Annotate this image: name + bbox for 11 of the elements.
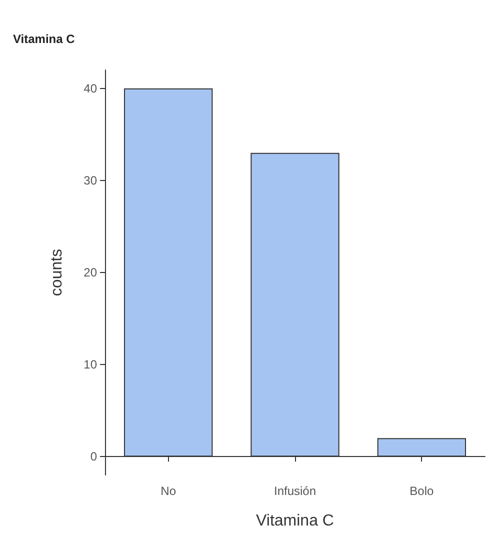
- x-tick-label: No: [160, 484, 176, 498]
- x-tick-label: Infusión: [274, 484, 316, 498]
- chart-title: Vitamina C: [13, 32, 76, 46]
- y-axis-title: counts: [48, 248, 66, 296]
- y-tick-label: 20: [84, 266, 98, 280]
- y-tick-label: 0: [90, 450, 98, 464]
- x-axis-title: Vitamina C: [256, 512, 334, 530]
- x-tick-label: Bolo: [410, 484, 434, 498]
- y-tick-label: 10: [84, 358, 98, 372]
- y-tick-label: 40: [84, 81, 98, 96]
- y-tick-label: 30: [84, 173, 98, 188]
